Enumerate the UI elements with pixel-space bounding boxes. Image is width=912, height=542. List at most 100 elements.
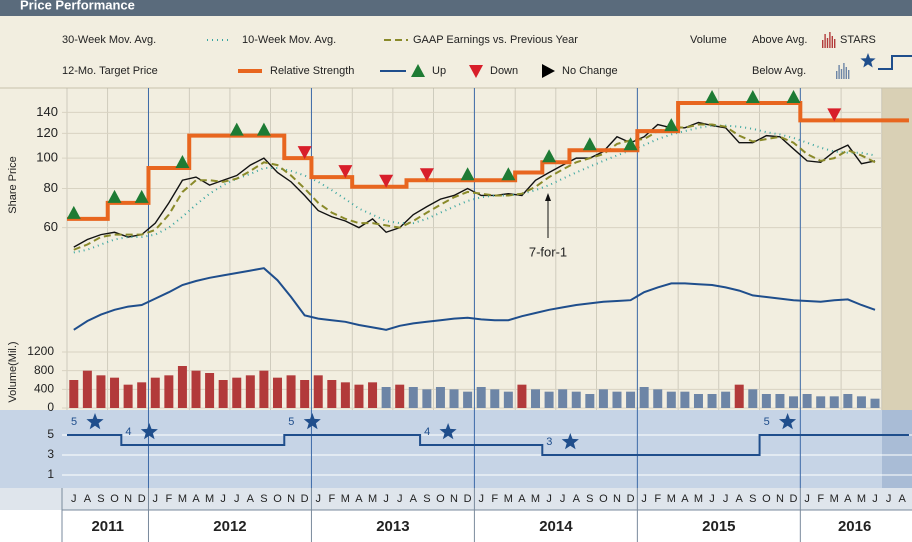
stars-marker <box>86 413 104 430</box>
year-label: 2014 <box>539 518 573 535</box>
volume-bar <box>96 375 106 408</box>
legend-swatch <box>411 64 425 77</box>
volume-bar <box>639 387 649 408</box>
volume-bar <box>856 396 866 408</box>
volume-bar <box>286 375 296 408</box>
volume-bar <box>816 396 826 408</box>
chart-title: Price Performance <box>20 0 135 12</box>
y-tick-label: 120 <box>36 125 58 140</box>
x-tick-label: F <box>165 493 172 505</box>
legend-label: Relative Strength <box>270 65 354 77</box>
legend-swatch <box>829 32 831 48</box>
y-tick-label: 140 <box>36 104 58 119</box>
volume-bar <box>137 382 147 408</box>
volume-bar <box>232 377 242 408</box>
x-tick-label: A <box>84 493 92 505</box>
legend-swatch <box>843 63 845 79</box>
x-tick-label: A <box>410 493 418 505</box>
stars-label: 3 <box>546 436 552 448</box>
x-tick-label: M <box>504 493 513 505</box>
x-tick-label: F <box>491 493 498 505</box>
legend-swatch <box>822 40 824 48</box>
legend-swatch <box>542 64 555 78</box>
earnings-marker <box>419 168 434 182</box>
volume-bar <box>598 389 608 408</box>
legend-label: 30-Week Mov. Avg. <box>62 34 156 46</box>
future-shade <box>882 410 912 488</box>
x-tick-label: J <box>153 493 159 505</box>
y-tick-label: 1200 <box>27 344 54 358</box>
x-tick-label: D <box>790 493 798 505</box>
volume-bar <box>259 370 269 408</box>
stars-marker <box>779 413 797 430</box>
volume-bar <box>490 389 500 408</box>
volume-bar <box>517 384 527 408</box>
volume-bar <box>82 370 92 408</box>
y-tick-label: 5 <box>47 427 54 441</box>
volume-bar <box>666 391 676 408</box>
volume-bar <box>626 391 636 408</box>
x-tick-label: J <box>872 493 878 505</box>
x-tick-label: A <box>573 493 581 505</box>
earnings-marker <box>175 155 190 169</box>
stars-marker <box>561 433 579 450</box>
volume-bar <box>789 396 799 408</box>
volume-bar <box>571 391 581 408</box>
legend-swatch <box>836 71 838 79</box>
x-tick-label: M <box>531 493 540 505</box>
volume-bar <box>802 394 812 408</box>
x-tick-label: O <box>436 493 445 505</box>
stars-label: 5 <box>288 416 294 428</box>
x-tick-label: A <box>898 493 906 505</box>
stars-label: 5 <box>764 416 770 428</box>
x-tick-label: M <box>368 493 377 505</box>
x-tick-label: N <box>124 493 132 505</box>
earnings-marker <box>338 165 353 179</box>
volume-bar <box>707 394 717 408</box>
volume-bar <box>843 394 853 408</box>
volume-bar <box>761 394 771 408</box>
earnings-marker <box>460 167 475 181</box>
volume-bar <box>313 375 323 408</box>
earnings-marker <box>745 89 760 103</box>
stars-marker <box>439 423 457 440</box>
x-tick-label: N <box>450 493 458 505</box>
x-tick-label: A <box>247 493 255 505</box>
year-label: 2011 <box>91 518 124 535</box>
y-tick-label: 1 <box>47 467 54 481</box>
x-tick-label: J <box>886 493 892 505</box>
x-tick-label: F <box>654 493 661 505</box>
relative-strength-line <box>73 267 876 331</box>
y-tick-label: 400 <box>34 382 54 396</box>
x-tick-label: J <box>234 493 240 505</box>
x-tick-label: A <box>844 493 852 505</box>
x-tick-label: J <box>804 493 810 505</box>
x-tick-label: M <box>694 493 703 505</box>
header-bar <box>0 0 912 16</box>
volume-bar <box>585 394 595 408</box>
x-tick-label: M <box>341 493 350 505</box>
legend-swatch <box>860 53 876 68</box>
legend-label: No Change <box>562 65 618 77</box>
y-tick-label: 800 <box>34 363 54 377</box>
y-tick-label: 60 <box>44 219 58 234</box>
earnings-marker <box>501 167 516 181</box>
x-tick-label: D <box>138 493 146 505</box>
x-tick-label: J <box>383 493 389 505</box>
volume-bar <box>340 382 350 408</box>
x-tick-label: M <box>667 493 676 505</box>
volume-bar <box>164 375 174 408</box>
volume-bar <box>300 380 310 408</box>
x-tick-label: S <box>749 493 756 505</box>
moving-average <box>73 123 876 251</box>
x-tick-label: J <box>560 493 566 505</box>
stars-label: 4 <box>424 426 430 438</box>
legend-swatch <box>469 65 483 78</box>
legend-swatch <box>845 67 847 79</box>
legend-swatch <box>831 36 833 48</box>
volume-bar <box>381 387 391 408</box>
earnings-marker <box>623 137 638 151</box>
y-tick-label: 100 <box>36 150 58 165</box>
x-tick-label: M <box>205 493 214 505</box>
